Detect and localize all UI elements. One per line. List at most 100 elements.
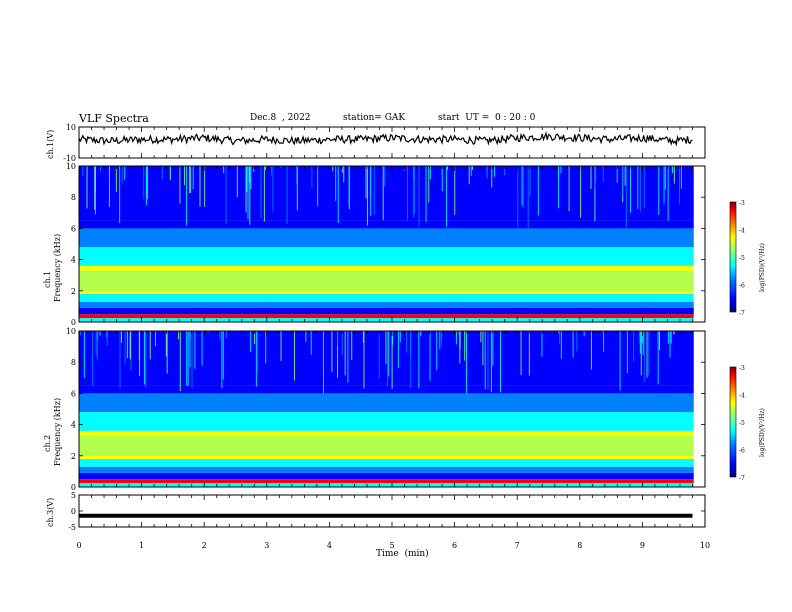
ch2-spectrogram-sferic [92, 331, 94, 387]
ch2-spectrogram-sferic [572, 331, 574, 358]
ch1-spectrogram-sferic [348, 166, 350, 206]
date-label: Dec.8 , 2022 [250, 113, 311, 123]
ch1-spectrogram-sferic [348, 166, 350, 210]
ch1-spectrogram-sferic [236, 166, 238, 198]
x-tick-label: 1 [139, 541, 144, 550]
ch2-spectrogram-sferic [149, 331, 151, 360]
ch3-waveform-ytick-label: 5 [71, 491, 76, 500]
ch2-spectrogram-sferic [465, 331, 467, 394]
ch1-spectrogram-sferic [119, 166, 121, 224]
ch2-spectrogram-sferic [455, 331, 457, 345]
ch2-spectrogram-band-1 [79, 479, 705, 484]
ch2-spectrogram-band-2 [79, 472, 705, 480]
ch1-spectrogram-sferic [568, 166, 570, 212]
ch1-spectrogram-sferic [470, 166, 472, 176]
ch1-spectrogram-sferic [82, 166, 84, 176]
ch1-spectrogram-sferic [625, 166, 627, 228]
ch1-spectrogram-sferic [517, 166, 519, 228]
ch2-spectrogram-sferic [406, 331, 408, 353]
ch2-spectrogram-colorbar-tick-label: -4 [739, 393, 745, 400]
ch1-spectrogram-band-core [79, 270, 705, 291]
ch1-spectrogram-sferic [667, 166, 669, 221]
ch2-spectrogram-ytick-label: 0 [71, 483, 76, 492]
ch2-spectrogram-sferic [322, 331, 324, 394]
x-axis-label: Time (min) [376, 549, 429, 559]
ch1-spectrogram-blank [693, 166, 705, 322]
ch1-spectrogram-sferic [637, 166, 639, 172]
ch2-spectrogram-sferic [280, 331, 282, 362]
ch2-spectrogram-sferic [347, 331, 349, 383]
ch2-spectrogram-sferic [603, 331, 605, 352]
ch1-spectrogram-sferic [425, 166, 427, 222]
ch2-spectrogram-sferic [397, 331, 399, 369]
x-tick-label: 3 [264, 541, 269, 550]
ch1-spectrogram-sferic [296, 166, 298, 185]
ch1-spectrogram-sferic [124, 166, 126, 180]
x-tick-label: 4 [327, 541, 332, 550]
ch2-spectrogram-sferic [120, 331, 122, 343]
ch1-spectrogram-sferic [190, 166, 192, 194]
ch2-spectrogram-sferic [96, 331, 98, 361]
ch2-spectrogram-sferic [439, 331, 441, 350]
ch1-spectrogram-sferic [143, 166, 145, 199]
ch1-spectrogram-sferic [100, 166, 102, 172]
ch1-spectrogram-sferic [279, 166, 281, 168]
ch1-spectrogram-ylabel-freq: Frequency (kHz) [53, 233, 62, 302]
ch1-spectrogram-sferic [246, 166, 248, 193]
ch2-spectrogram-sferic [387, 331, 389, 387]
ch2-spectrogram-sferic [165, 331, 167, 357]
ch2-spectrogram-ylabel-channel: ch.2 [43, 434, 52, 452]
ch1-spectrogram-sferic [441, 166, 443, 192]
ch2-spectrogram-sferic [399, 331, 401, 343]
ch2-spectrogram-sferic [441, 331, 443, 345]
ch2-spectrogram-sferic [641, 331, 643, 344]
ch1-spectrogram-sferic [204, 166, 206, 207]
ch1-spectrogram-sferic [247, 166, 249, 220]
ch1-spectrogram-ytick-label: 6 [71, 224, 76, 233]
ch1-spectrogram-sferic [225, 166, 227, 224]
ch1-spectrogram-sferic [637, 166, 639, 209]
ch2-spectrogram-sferic [219, 331, 221, 341]
ch2-spectrogram-colorbar-tick-label: -6 [739, 448, 745, 455]
ch1-spectrogram-sferic [560, 166, 562, 174]
ch2-spectrogram-sferic [80, 331, 82, 336]
ch1-spectrogram-sferic [429, 166, 431, 180]
ch1-spectrogram-sferic [260, 166, 262, 219]
ch2-spectrogram-sferic [191, 331, 193, 389]
ch1-spectrogram-sferic [115, 166, 117, 192]
ch2-spectrogram-sferic [484, 331, 486, 390]
ch1-spectrogram-sferic [643, 166, 645, 209]
ch2-spectrogram-sferic [633, 331, 635, 362]
ch2-spectrogram-sferic [119, 331, 121, 389]
ch1-spectrogram-sferic [286, 166, 288, 225]
x-tick-label: 5 [389, 541, 394, 550]
ch2-spectrogram-sferic [648, 331, 650, 376]
ch2-spectrogram-band-core [79, 435, 705, 456]
ch2-spectrogram-sferic [344, 331, 346, 376]
ch1-spectrogram-sferic [595, 166, 597, 184]
ch2-spectrogram-sferic [178, 331, 180, 340]
ch2-spectrogram-sferic [225, 331, 227, 339]
ch1-spectrogram-ytick-label: 0 [71, 318, 76, 327]
ch1-waveform-series-line [78, 130, 693, 147]
ch2-spectrogram-blank [693, 331, 705, 487]
ch2-spectrogram-sferic [99, 331, 101, 336]
ch1-spectrogram-sferic [341, 166, 343, 173]
ch1-waveform-ylabel: ch.1(V) [46, 129, 55, 159]
ch1-spectrogram-sferic [343, 166, 345, 183]
ch2-spectrogram-sferic [639, 331, 641, 354]
ch2-spectrogram-sferic [341, 331, 343, 356]
ch2-spectrogram-ytick-label: 6 [71, 389, 76, 398]
ch2-spectrogram-sferic [626, 331, 628, 374]
ch1-spectrogram-ytick-label: 4 [71, 256, 76, 265]
ch1-spectrogram-sferic [270, 166, 272, 176]
ch2-spectrogram-sferic [667, 331, 669, 344]
ch1-spectrogram-sferic [253, 166, 255, 173]
ch1-spectrogram-sferic [503, 166, 505, 176]
ch1-spectrogram-sferic [590, 166, 592, 189]
ch2-spectrogram-band-7 [79, 393, 705, 413]
ch2-colorbar-label: log(PSD)(V²/Hz) [759, 408, 766, 457]
ch2-spectrogram-sferic [337, 331, 339, 346]
